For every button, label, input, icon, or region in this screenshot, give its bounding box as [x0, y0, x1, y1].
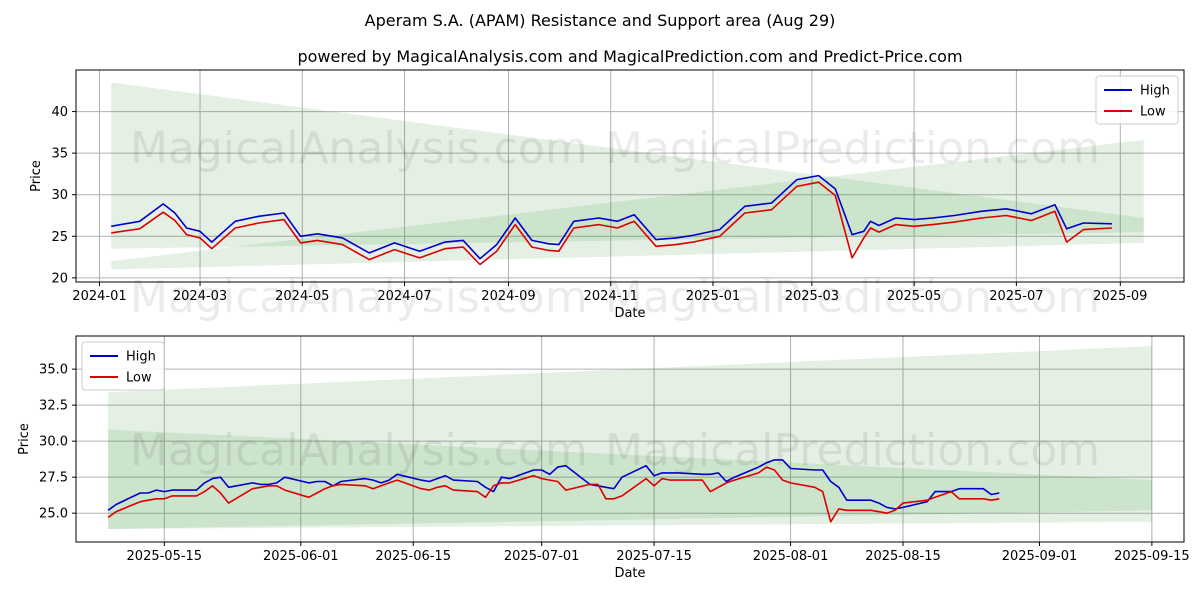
x-tick-label: 2025-08-15	[865, 549, 941, 564]
x-tick-label: 2025-01	[686, 289, 740, 304]
y-tick-label: 27.5	[39, 471, 68, 486]
x-tick-label: 2025-05-15	[127, 549, 203, 564]
x-tick-label: 2025-07-01	[504, 549, 580, 564]
x-tick-label: 2025-09-15	[1114, 549, 1190, 564]
watermark-prediction-bottom: MagicalPrediction.com	[605, 425, 1100, 476]
y-tick-label: 20	[51, 271, 68, 286]
x-tick-label: 2025-09-01	[1002, 549, 1078, 564]
legend-label-high: High	[126, 350, 156, 365]
x-tick-label: 2024-09	[481, 289, 535, 304]
x-tick-label: 2025-05	[887, 289, 941, 304]
chart-top: 2024-01 2024-03 2024-05 2024-07 2024-09 2024-…	[29, 69, 1185, 321]
y-tick-label: 32.5	[39, 399, 68, 414]
x-tick-label: 2024-07	[377, 289, 431, 304]
grid	[76, 336, 1184, 542]
y-axis-label: Price	[29, 160, 44, 192]
band-1	[108, 346, 1152, 530]
band-1	[111, 139, 1144, 270]
legend-label-low: Low	[126, 371, 152, 386]
series-line-high	[107, 459, 1000, 511]
axes-frame	[75, 69, 1185, 283]
x-tick-label: 2024-05	[275, 289, 329, 304]
x-tick-label: 2025-06-01	[263, 549, 339, 564]
y-tick-label: 35	[51, 147, 68, 162]
watermark-prediction-mid: MagicalPrediction.com	[605, 272, 1100, 323]
figure-subtitle: powered by MagicalAnalysis.com and Magic…	[297, 47, 962, 66]
x-tick-label: 2025-06-15	[375, 549, 451, 564]
axes-frame	[75, 335, 1185, 543]
series-line-high	[111, 174, 1112, 260]
y-axis-label: Price	[17, 423, 32, 455]
watermark-prediction-top: MagicalPrediction.com	[605, 123, 1100, 174]
y-tick-label: 25.0	[39, 507, 68, 522]
x-axis-label: Date	[614, 306, 645, 321]
y-tick-label: 30	[51, 188, 68, 203]
x-tick-label: 2024-11	[584, 289, 638, 304]
x-tick-label: 2025-08-01	[753, 549, 829, 564]
x-tick-label: 2025-07	[989, 289, 1043, 304]
band-0	[108, 429, 1152, 530]
watermark-analysis-bottom: MagicalAnalysis.com	[130, 425, 588, 476]
watermark-analysis-mid: MagicalAnalysis.com	[130, 272, 588, 323]
legend-label-low: Low	[1140, 105, 1166, 120]
x-tick-label: 2024-01	[72, 289, 126, 304]
y-tick-label: 30.0	[39, 435, 68, 450]
legend: High Low	[81, 341, 165, 391]
chart-bottom: 2025-05-15 2025-06-01 2025-06-15 2025-07-01…	[17, 335, 1190, 581]
y-tick-label: 35.0	[39, 363, 68, 378]
legend-label-high: High	[1140, 84, 1170, 99]
band-0	[111, 82, 1144, 249]
watermark-analysis-top: MagicalAnalysis.com	[130, 123, 588, 174]
x-tick-label: 2025-09	[1093, 289, 1147, 304]
x-axis-label: Date	[614, 566, 645, 581]
watermarks: MagicalAnalysis.com MagicalPrediction.co…	[130, 123, 1100, 476]
x-tick-label: 2025-03	[785, 289, 839, 304]
y-tick-label: 25	[51, 230, 68, 245]
x-tick-label: 2024-03	[173, 289, 227, 304]
legend: High Low	[1095, 75, 1179, 125]
series-line-low	[111, 181, 1112, 266]
y-tick-label: 40	[51, 105, 68, 120]
figure-title: Aperam S.A. (APAM) Resistance and Suppor…	[365, 11, 836, 30]
x-tick-label: 2025-07-15	[616, 549, 692, 564]
series-line-low	[107, 466, 1000, 523]
